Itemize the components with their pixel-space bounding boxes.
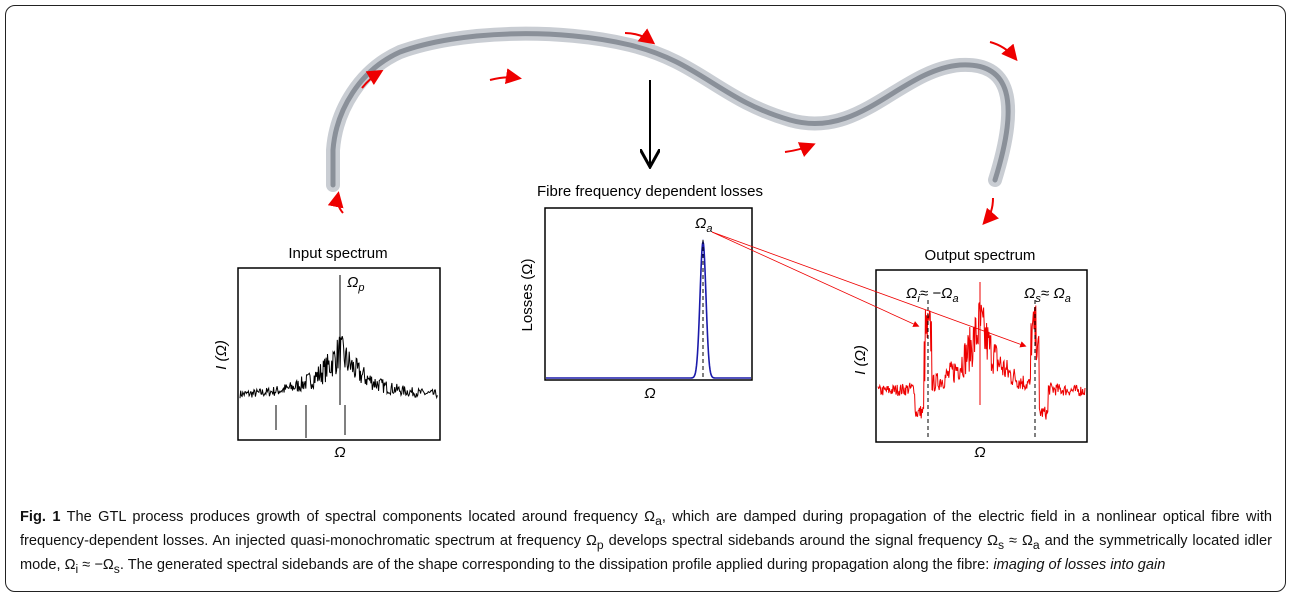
panel-title: Input spectrum [288, 245, 387, 262]
loss-profile [546, 238, 751, 379]
symbol: Ω [347, 274, 358, 291]
figure-frame [5, 5, 1286, 592]
signal-label: Ωs≈ Ωa [1024, 285, 1071, 305]
y-label: I (Ω) [213, 340, 230, 370]
peak-label: Ωa [695, 215, 713, 235]
caption-text: s [113, 561, 120, 576]
caption-text: s [998, 537, 1005, 552]
panel-box [237, 267, 441, 441]
x-label: Ω [974, 444, 985, 461]
subscript: p [357, 282, 364, 294]
panel-title: Output spectrum [925, 247, 1036, 264]
output-spectrum [877, 282, 1086, 420]
caption-text: Fig. 1 [20, 509, 61, 525]
caption-text: i [75, 561, 79, 576]
subscript: i [917, 293, 920, 305]
caption-text: develops spectral sidebands around the s… [603, 532, 999, 549]
panel-box [544, 207, 753, 381]
symbol: ≈ −Ω [920, 285, 953, 302]
mapping-arrow [711, 231, 920, 327]
caption-text: p [596, 537, 604, 552]
subscript: s [1035, 293, 1041, 305]
symbol: Ω [695, 215, 706, 232]
subscript: a [1065, 293, 1071, 305]
propagation-arrows [327, 28, 1018, 225]
caption-text: ≈ −Ω [78, 556, 114, 573]
caption-text: . The generated spectral sidebands are o… [119, 556, 994, 573]
caption-text: imaging of losses into gain [993, 556, 1166, 573]
subscript: a [706, 223, 712, 235]
fibre-core [330, 31, 1011, 188]
subscript: a [952, 293, 958, 305]
caption-text: and the symmetrically located idler mode… [20, 532, 1272, 573]
y-label: Losses (Ω) [519, 259, 536, 332]
x-label: Ω [644, 385, 655, 402]
caption-text: , which are damped during propagation of… [20, 509, 1273, 549]
caption-text: The GTL process produces growth of spect… [60, 509, 656, 525]
caption-text: a [1032, 537, 1040, 552]
caption: Fig. 1 The GTL process produces growth o… [20, 507, 1272, 579]
symbol: Ω [906, 285, 917, 302]
peak-label: Ωp [347, 274, 365, 294]
x-label: Ω [334, 444, 345, 461]
caption-text: ≈ Ω [1004, 532, 1033, 549]
idler-label: Ωi≈ −Ωa [906, 285, 959, 305]
mapping-arrow [711, 231, 1027, 348]
panel-title: Fibre frequency dependent losses [537, 183, 763, 200]
y-label: I (Ω) [852, 345, 869, 375]
symbol: Ω [1024, 285, 1035, 302]
caption-text: a [655, 513, 662, 528]
symbol: ≈ Ω [1041, 285, 1065, 302]
panel-box [875, 269, 1088, 443]
input-spectrum [239, 275, 438, 438]
